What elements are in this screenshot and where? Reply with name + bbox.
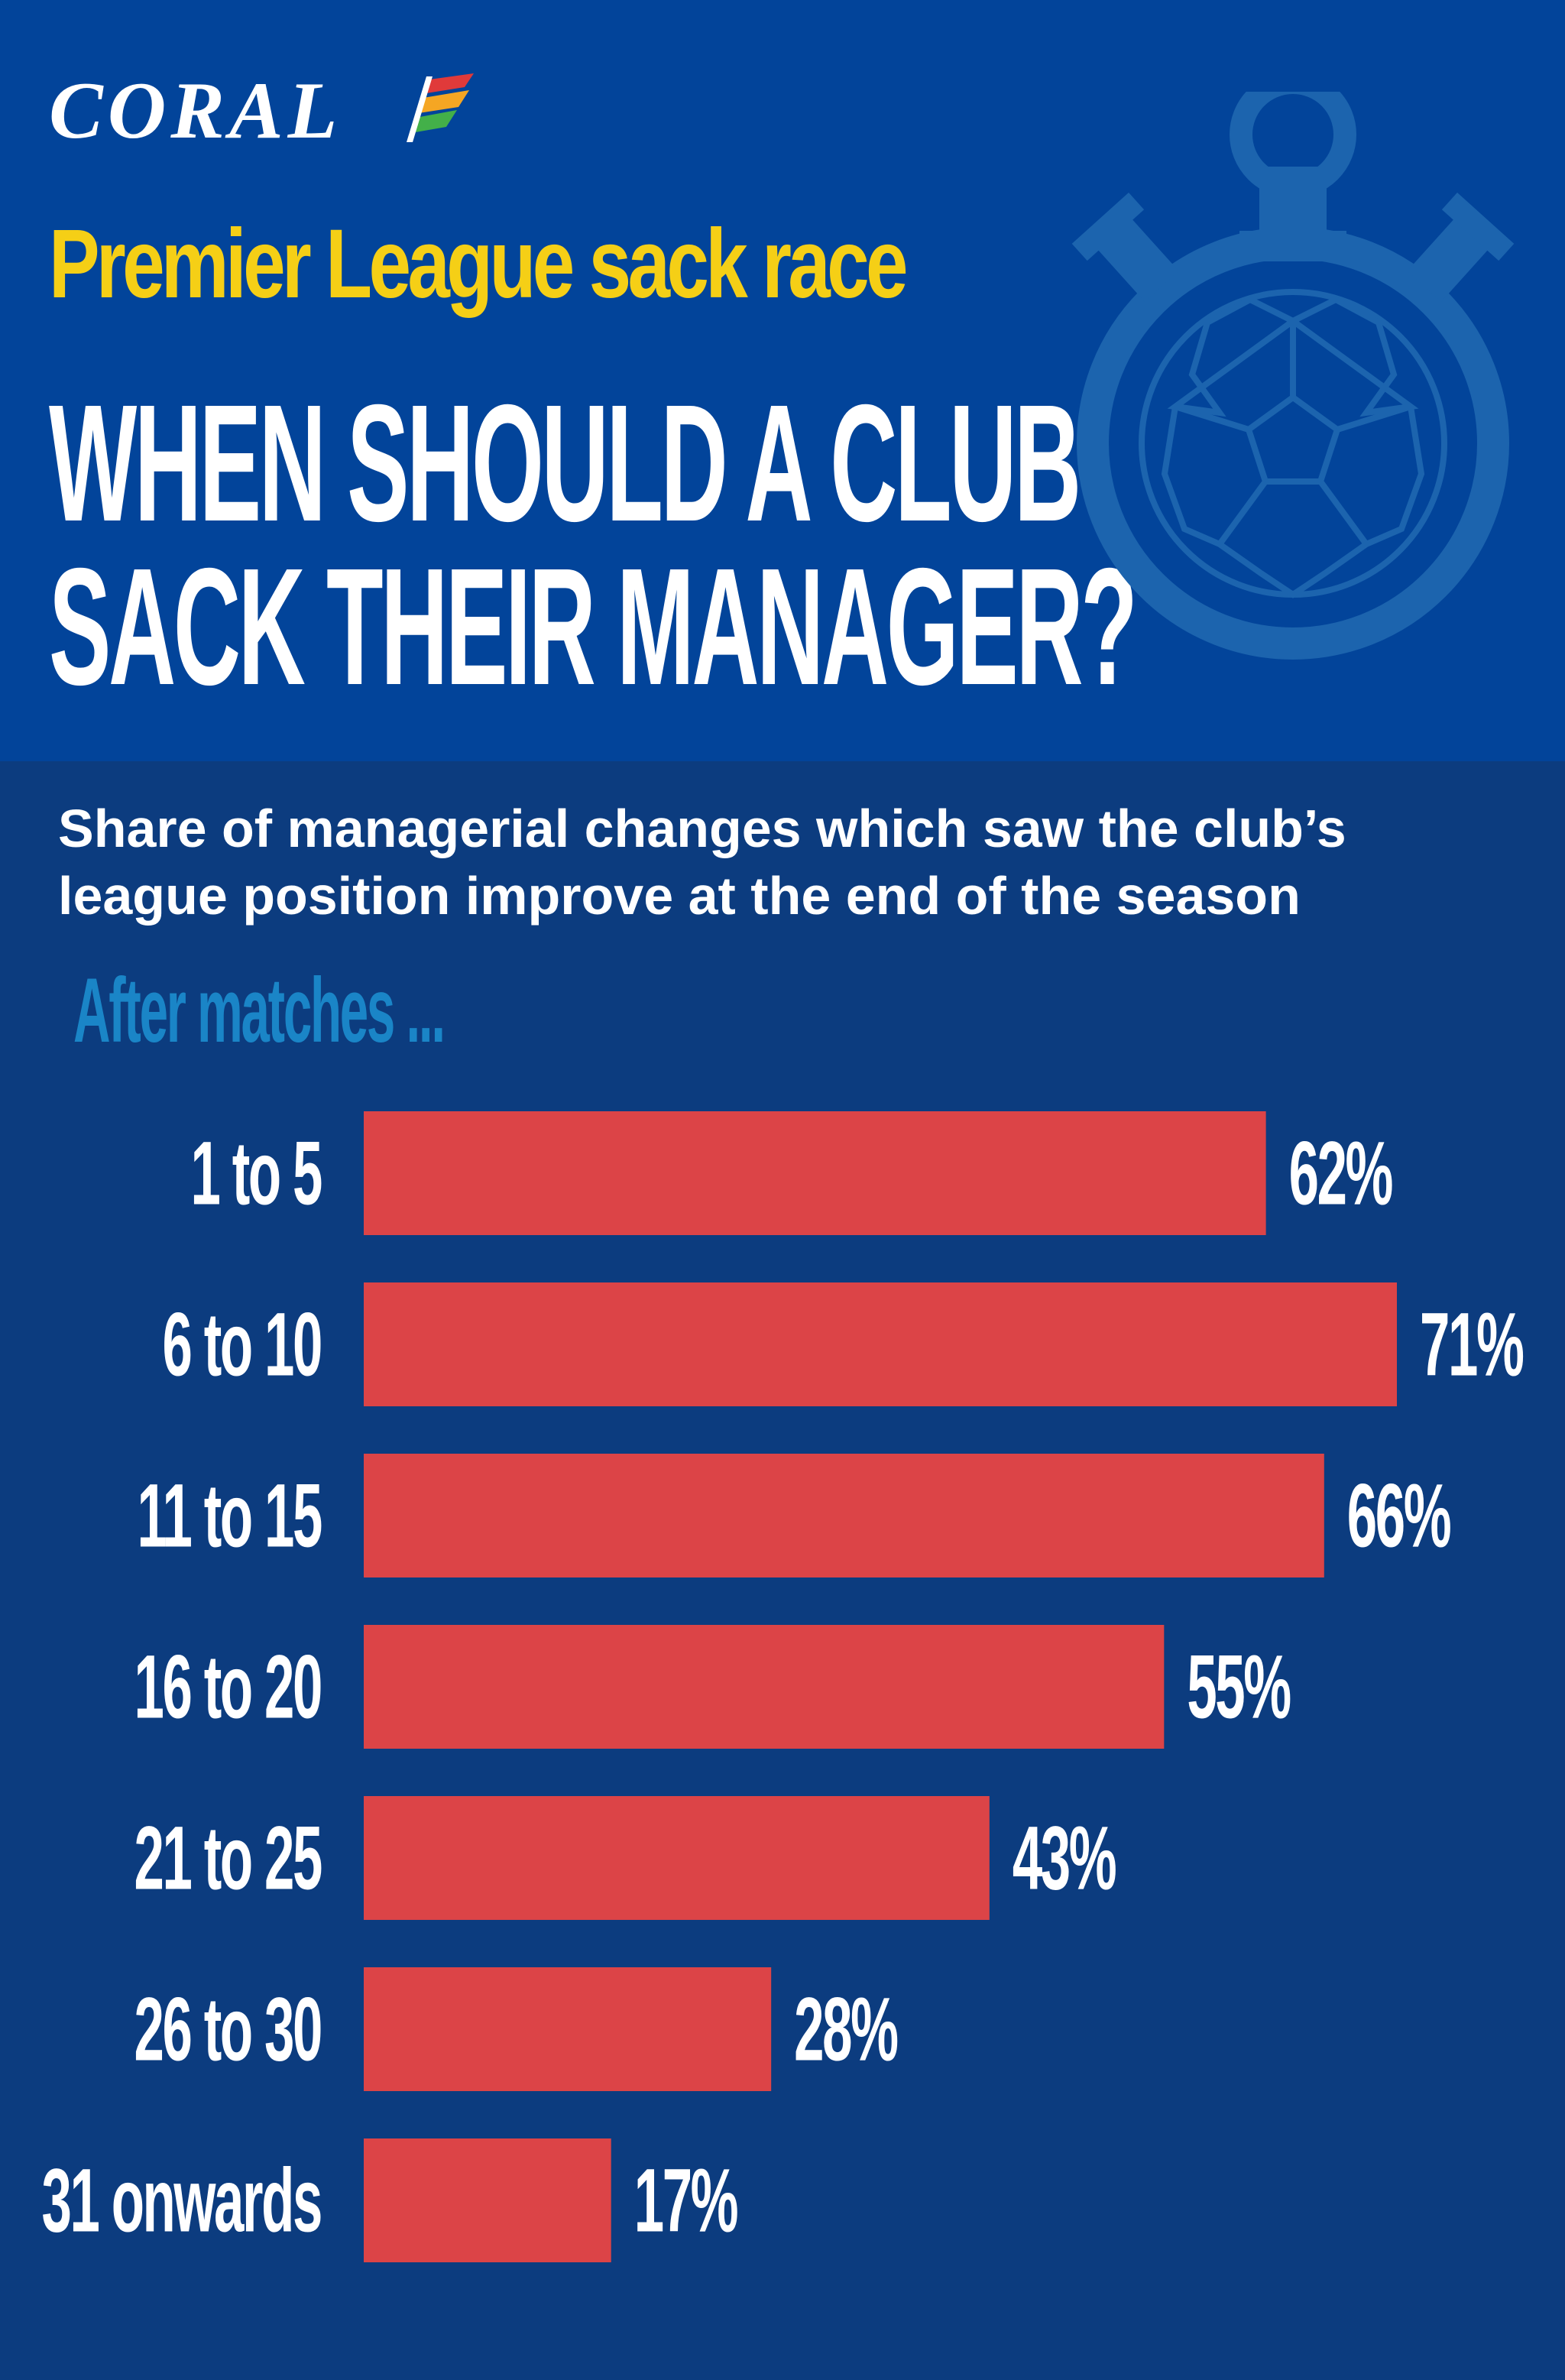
bar-2	[364, 1282, 1397, 1406]
bar-5	[364, 1796, 990, 1920]
headline-line-1: WHEN SHOULD A CLUB	[49, 371, 1081, 556]
value-label-6: 28%	[794, 1979, 897, 2080]
category-label-4: 16 to 20	[134, 1636, 322, 1737]
value-label-4: 55%	[1187, 1636, 1290, 1737]
header-panel: CORAL Premier League sack race WHEN SHOU…	[0, 0, 1565, 761]
value-label-5: 43%	[1013, 1808, 1116, 1908]
coral-logo: CORAL	[49, 66, 342, 155]
bar-3	[364, 1454, 1324, 1577]
value-label-7: 17%	[634, 2150, 737, 2251]
category-label-6: 26 to 30	[134, 1979, 322, 2080]
category-label-1: 1 to 5	[190, 1123, 321, 1224]
category-label-3: 11 to 15	[137, 1465, 321, 1566]
category-label-5: 21 to 25	[134, 1808, 322, 1908]
bar-7	[364, 2138, 611, 2262]
value-label-3: 66%	[1347, 1465, 1450, 1566]
category-label-2: 6 to 10	[163, 1294, 322, 1395]
headline-line-2: SACK THEIR MANAGER?	[49, 533, 1138, 720]
bar-chart: 1 to 5 62% 6 to 10 71% 11 to 15 66% 16 to 20 55…	[41, 1111, 1524, 2262]
value-label-1: 62%	[1289, 1123, 1392, 1224]
stopwatch-football-icon	[1071, 92, 1515, 660]
bar-1	[364, 1111, 1266, 1235]
kicker-title: Premier League sack race	[49, 209, 909, 319]
y-axis-label: After matches ...	[73, 959, 446, 1062]
chart-title: Share of managerial changes which saw th…	[58, 799, 1346, 926]
category-label-7: 31 onwards	[41, 2150, 321, 2251]
headline: WHEN SHOULD A CLUB SACK THEIR MANAGER?	[49, 371, 1138, 720]
value-label-2: 71%	[1420, 1294, 1523, 1395]
bar-6	[364, 1967, 772, 2091]
coral-flag-icon	[407, 73, 474, 142]
bar-4	[364, 1625, 1165, 1749]
